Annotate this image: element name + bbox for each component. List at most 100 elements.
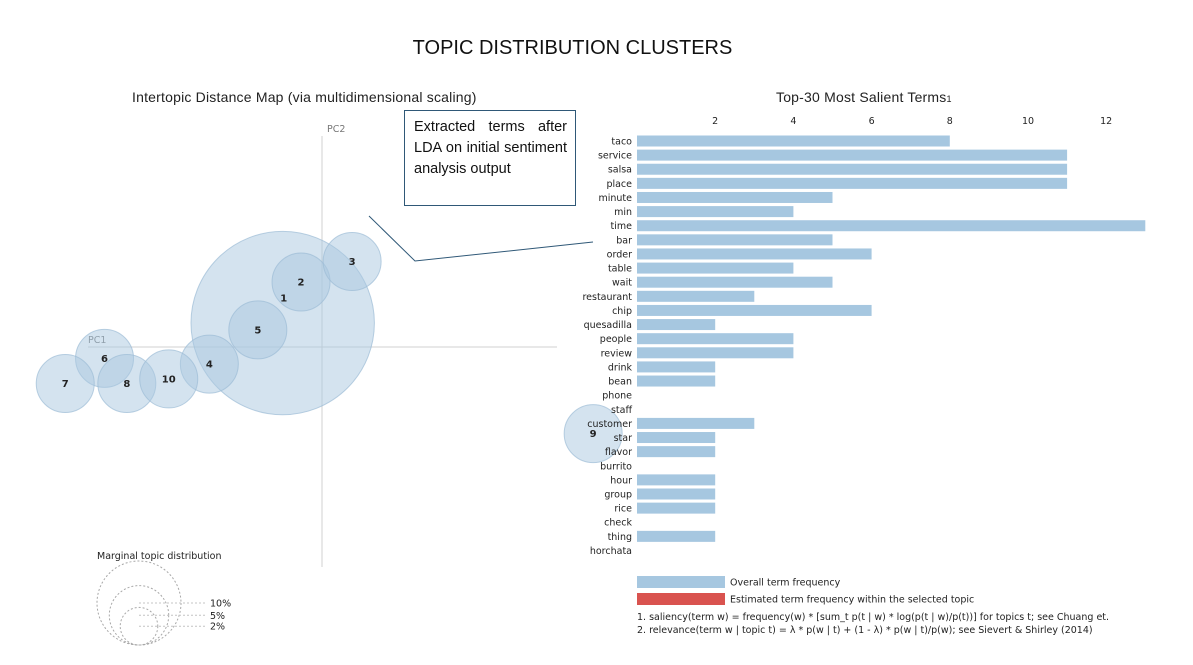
intertopic-distance-map: PC1PC212345678910 (35, 124, 623, 567)
term-label-review: review (601, 348, 633, 359)
marginal-legend-circle-2 (119, 606, 159, 646)
topic-label-9: 9 (590, 429, 597, 440)
topic-bubble-3 (322, 232, 382, 291)
term-label-burrito: burrito (600, 461, 632, 472)
term-bar-rice (637, 502, 716, 514)
topic-label-4: 4 (206, 360, 213, 371)
term-label-group: group (604, 490, 632, 501)
term-label-people: people (600, 334, 632, 345)
term-label-restaurant: restaurant (582, 292, 632, 303)
topic-bubble-10 (139, 349, 199, 409)
topic-bubble-7 (35, 353, 95, 413)
term-label-service: service (598, 151, 632, 162)
x-tick-label-2: 2 (712, 116, 718, 127)
term-label-hour: hour (610, 475, 632, 486)
term-label-chip: chip (612, 306, 632, 317)
term-bar-star (637, 432, 716, 444)
term-bar-minute (637, 191, 833, 203)
term-label-order: order (607, 249, 632, 260)
topic-label-8: 8 (123, 379, 130, 390)
topic-label-6: 6 (101, 354, 108, 365)
term-bar-wait (637, 276, 833, 288)
page-title: TOPIC DISTRIBUTION CLUSTERS (412, 37, 733, 59)
term-label-flavor: flavor (605, 447, 632, 458)
salient-terms-title-footnote: 1 (946, 94, 952, 104)
pc2-axis-label: PC2 (327, 124, 345, 135)
topic-label-3: 3 (349, 257, 356, 268)
term-label-thing: thing (608, 532, 632, 543)
topic-bubble-9 (563, 404, 623, 464)
term-label-table: table (608, 264, 632, 275)
term-bar-flavor (637, 446, 716, 458)
term-bar-table (637, 262, 794, 274)
topic-label-1: 1 (280, 294, 287, 305)
annotation-callout: Extracted terms after LDA on initial sen… (404, 110, 576, 206)
legend-swatch-2 (637, 593, 725, 605)
term-bar-bean (637, 375, 716, 387)
term-label-salsa: salsa (608, 165, 632, 176)
footnote-1: 1. saliency(term w) = frequency(w) * [su… (637, 612, 1109, 623)
term-bar-group (637, 488, 716, 500)
topic-bubble-2 (271, 252, 331, 312)
term-label-horchata: horchata (590, 546, 632, 557)
term-label-wait: wait (612, 278, 632, 289)
legend-label-1: Overall term frequency (730, 578, 841, 589)
term-bar-time (637, 220, 1146, 232)
legend-swatch-1 (637, 576, 725, 588)
term-label-minute: minute (598, 193, 632, 204)
term-label-min: min (614, 207, 632, 218)
term-label-staff: staff (611, 405, 632, 416)
marginal-legend-label-2: 2% (210, 622, 225, 633)
salient-terms-title-text: Top-30 Most Salient Terms (776, 89, 947, 105)
term-bar-chip (637, 304, 872, 316)
salient-terms-bar-chart: 2 4 6 8 10 12 taco service salsa place minute min ti… (582, 116, 1146, 636)
term-label-phone: phone (602, 391, 632, 402)
term-bar-place (637, 177, 1068, 189)
term-label-check: check (604, 518, 632, 529)
topic-bubble-5 (228, 300, 288, 360)
term-bar-people (637, 333, 794, 345)
x-tick-label-12: 12 (1100, 116, 1112, 127)
callout-pointer (368, 215, 594, 262)
term-bar-review (637, 347, 794, 359)
intertopic-map-title: Intertopic Distance Map (via multidimens… (132, 89, 477, 105)
term-bar-order (637, 248, 872, 260)
term-bar-quesadilla (637, 319, 716, 331)
marginal-legend-title: Marginal topic distribution (97, 551, 222, 562)
legend-label-2: Estimated term frequency within the sele… (730, 595, 974, 606)
term-bar-drink (637, 361, 716, 373)
term-label-customer: customer (587, 419, 632, 430)
topic-label-10: 10 (162, 374, 176, 385)
term-label-time: time (611, 221, 633, 232)
term-bar-hour (637, 474, 716, 486)
term-label-quesadilla: quesadilla (584, 320, 632, 331)
term-bar-customer (637, 417, 755, 429)
term-bar-service (637, 149, 1068, 161)
salient-terms-title: Top-30 Most Salient Terms1 (776, 89, 952, 105)
x-tick-label-6: 6 (869, 116, 875, 127)
term-label-rice: rice (614, 504, 632, 515)
term-bar-salsa (637, 163, 1068, 175)
term-bar-min (637, 206, 794, 218)
topic-label-7: 7 (62, 379, 69, 390)
term-bar-bar (637, 234, 833, 246)
topic-label-2: 2 (298, 278, 305, 289)
term-label-bar: bar (616, 235, 632, 246)
term-bar-taco (637, 135, 950, 147)
topic-label-5: 5 (254, 325, 261, 336)
term-label-place: place (606, 179, 632, 190)
footnote-2: 2. relevance(term w | topic t) = λ * p(w… (637, 625, 1093, 636)
term-label-drink: drink (608, 362, 633, 373)
x-tick-label-10: 10 (1022, 116, 1034, 127)
term-label-bean: bean (608, 377, 632, 388)
x-tick-label-8: 8 (947, 116, 953, 127)
term-label-star: star (614, 433, 632, 444)
marginal-legend-label-5: 5% (210, 611, 225, 622)
marginal-legend-label-10: 10% (210, 599, 231, 610)
term-label-taco: taco (611, 137, 632, 148)
x-tick-label-4: 4 (790, 116, 796, 127)
term-bar-restaurant (637, 290, 755, 302)
marginal-topic-legend: Marginal topic distribution 10%5%2% (96, 551, 231, 646)
